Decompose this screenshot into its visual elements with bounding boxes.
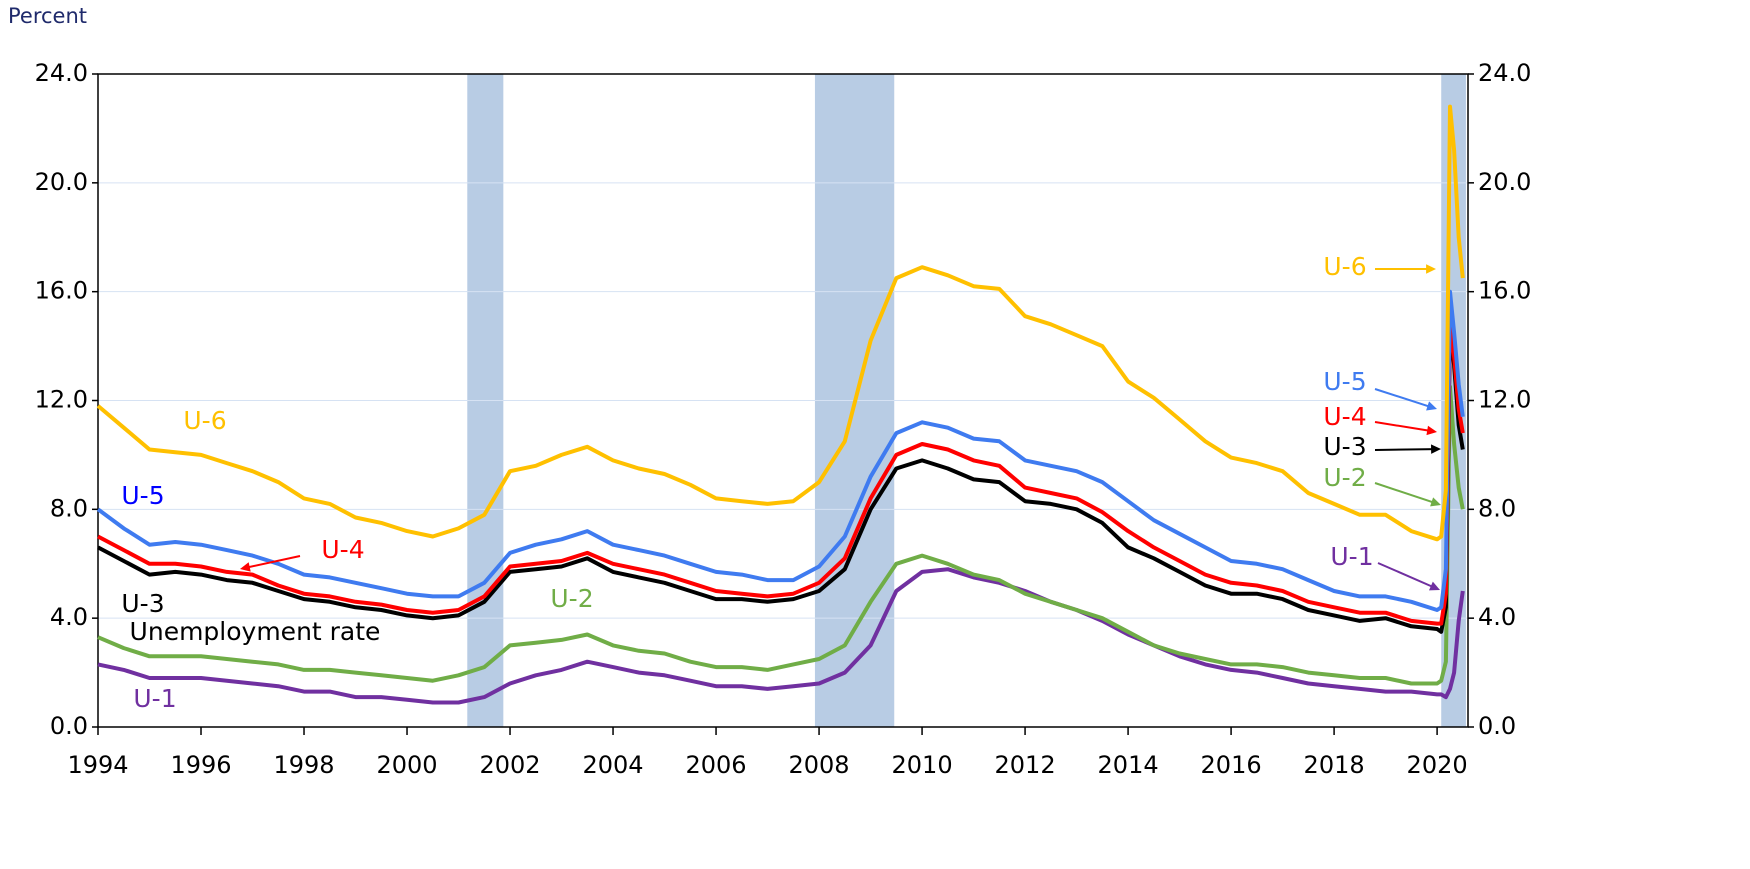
y-axis-label: Percent xyxy=(8,4,87,28)
annotation-arrowhead xyxy=(1426,425,1437,436)
y-tick-label: 4.0 xyxy=(50,603,88,631)
series-line xyxy=(96,104,1465,542)
y-tick-label: 24.0 xyxy=(35,59,88,87)
annotation-arrow xyxy=(1374,448,1436,451)
plot-frame xyxy=(97,73,1469,728)
series-line xyxy=(96,289,1465,612)
series-line xyxy=(97,325,1465,634)
annotation: U-3 xyxy=(121,589,164,618)
annotation-arrow xyxy=(1374,482,1436,505)
y2-tick-label: 0.0 xyxy=(1478,712,1516,740)
annotation: Unemployment rate xyxy=(130,617,381,646)
series-line xyxy=(97,384,1465,686)
x-tick-label: 1998 xyxy=(273,751,334,779)
annotation: U-2 xyxy=(550,584,593,613)
x-tick-label: 2002 xyxy=(479,751,540,779)
annotation: U-2 xyxy=(1323,463,1366,492)
annotation-arrowhead xyxy=(1430,497,1441,507)
annotation-arrowhead xyxy=(1429,581,1440,591)
x-tick-label: 2012 xyxy=(995,751,1056,779)
annotation: U-1 xyxy=(1330,542,1373,571)
annotation: U-5 xyxy=(1323,367,1366,396)
x-tick-label: 2006 xyxy=(686,751,747,779)
x-tick-label: 1994 xyxy=(67,751,128,779)
annotation: U-4 xyxy=(321,535,364,564)
y-tick-label: 0.0 xyxy=(50,712,88,740)
x-tick-label: 2000 xyxy=(376,751,437,779)
annotation-arrowhead xyxy=(1426,401,1437,411)
y-tick-label: 20.0 xyxy=(35,168,88,196)
annotation: U-5 xyxy=(121,481,164,510)
y-tick-label: 16.0 xyxy=(35,277,88,305)
annotation: U-4 xyxy=(1323,402,1366,431)
y2-tick-label: 24.0 xyxy=(1478,59,1531,87)
y-tick-label: 8.0 xyxy=(50,494,88,522)
annotation-arrow xyxy=(245,555,301,569)
annotation: U-6 xyxy=(1323,252,1366,281)
y-tick-label: 12.0 xyxy=(35,386,88,414)
annotation-arrowhead xyxy=(1426,264,1436,274)
annotation-arrowhead xyxy=(240,562,251,572)
x-tick-label: 2014 xyxy=(1098,751,1159,779)
annotation-arrow xyxy=(1374,388,1432,409)
series-line xyxy=(97,316,1465,626)
y2-tick-label: 4.0 xyxy=(1478,603,1516,631)
x-tick-label: 2008 xyxy=(789,751,850,779)
annotation: U-6 xyxy=(183,406,226,435)
x-tick-label: 2004 xyxy=(582,751,643,779)
x-tick-label: 2010 xyxy=(892,751,953,779)
y2-tick-label: 8.0 xyxy=(1478,494,1516,522)
y2-tick-label: 16.0 xyxy=(1478,277,1531,305)
annotation-arrowhead xyxy=(1431,444,1441,454)
x-tick-label: 2020 xyxy=(1407,751,1468,779)
annotation: U-3 xyxy=(1323,432,1366,461)
y2-tick-label: 12.0 xyxy=(1478,386,1531,414)
annotation: U-1 xyxy=(133,684,176,713)
x-tick-label: 2016 xyxy=(1201,751,1262,779)
y2-tick-label: 20.0 xyxy=(1478,168,1531,196)
annotation-arrow xyxy=(1377,562,1435,589)
x-tick-label: 2018 xyxy=(1304,751,1365,779)
series-line xyxy=(97,567,1465,705)
x-tick-label: 1996 xyxy=(170,751,231,779)
annotation-arrow xyxy=(1374,421,1432,433)
